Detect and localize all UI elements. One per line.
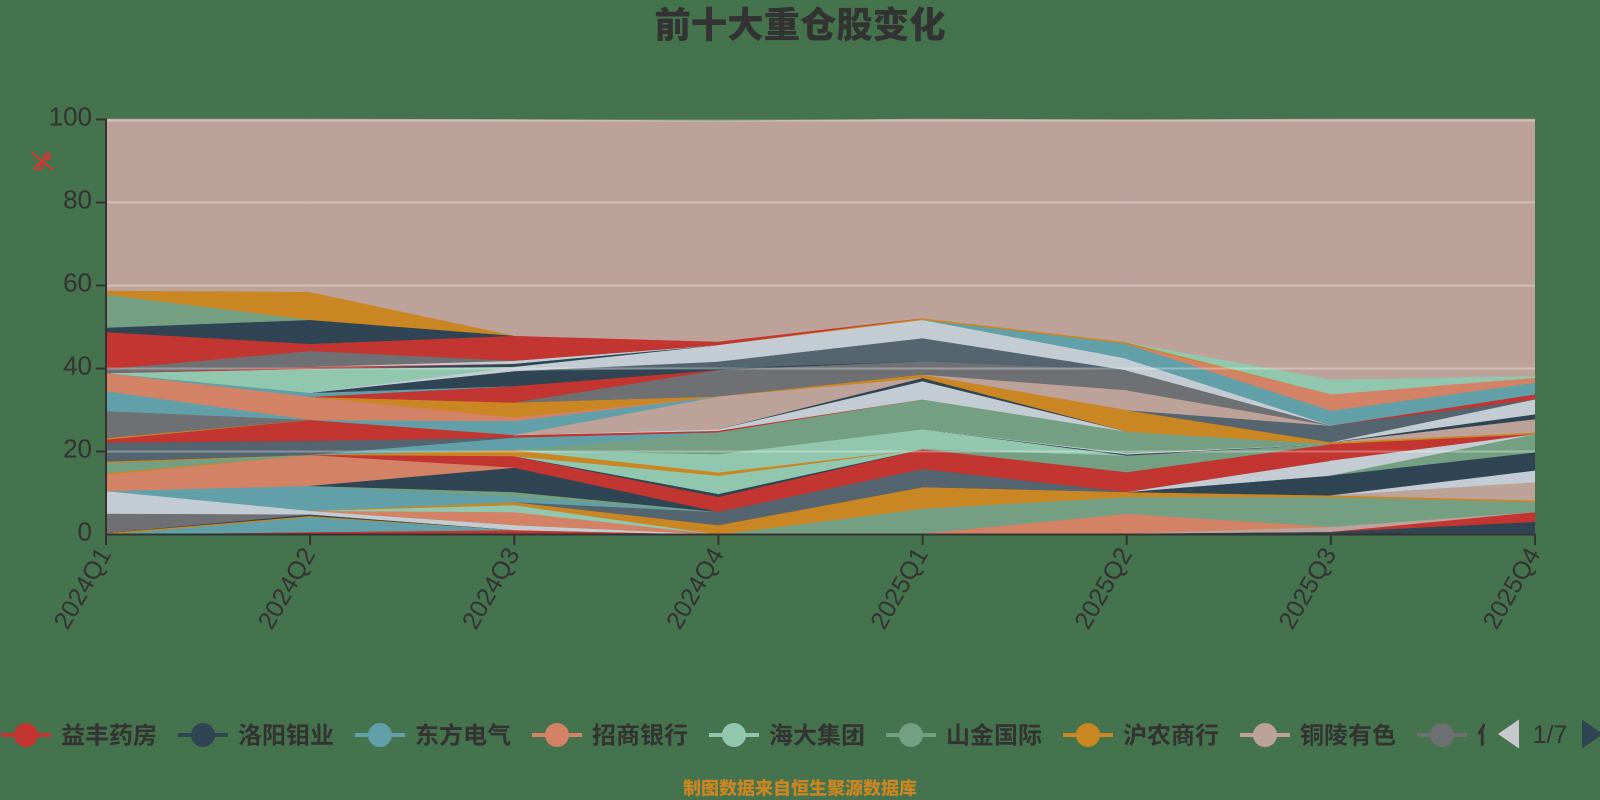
svg-text:0: 0 [78,517,92,547]
svg-text:60: 60 [63,268,92,298]
svg-text:1/7: 1/7 [1533,721,1568,749]
svg-text:40: 40 [63,351,92,381]
svg-text:20: 20 [63,434,92,464]
svg-text:100: 100 [49,102,92,132]
svg-text:80: 80 [63,185,92,215]
